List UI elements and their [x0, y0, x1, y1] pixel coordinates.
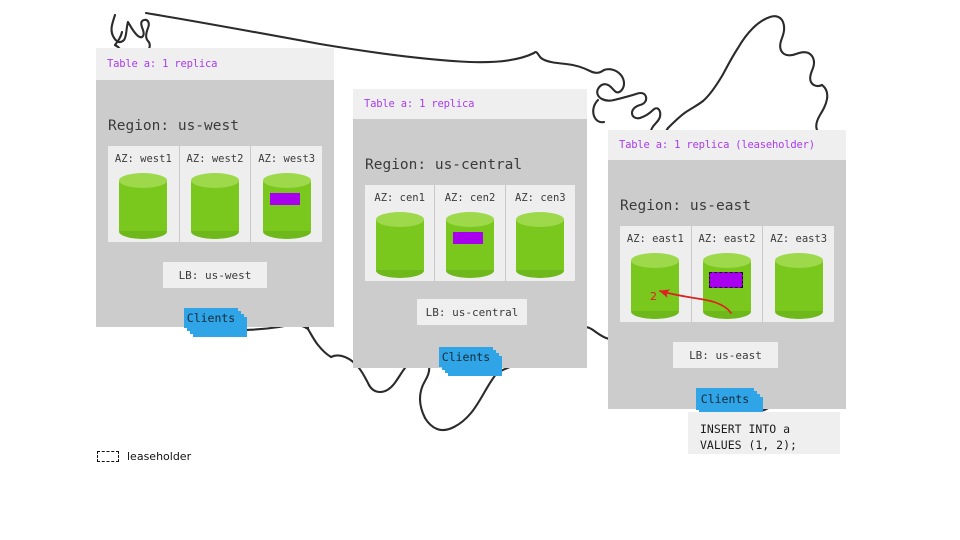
- az-label: AZ: cen3: [515, 192, 566, 204]
- az-label: AZ: cen1: [374, 192, 425, 204]
- az-strip-us-west: AZ: west1 AZ: west2 AZ: [108, 146, 322, 242]
- node-cylinder-west1[interactable]: [119, 173, 168, 239]
- cylinder-top: [774, 253, 823, 268]
- az-label: AZ: east2: [698, 233, 756, 245]
- node-cylinder-east3[interactable]: [774, 253, 823, 319]
- region-title: Region: us-central: [365, 157, 523, 173]
- annotation-step-2-label: 2: [650, 290, 657, 303]
- cylinder-body: [774, 260, 823, 311]
- region-header-us-central: Table a: 1 replica: [353, 89, 587, 119]
- node-cylinder-cen1[interactable]: [375, 212, 424, 278]
- clients-stack-us-central[interactable]: Clients: [439, 347, 502, 376]
- node-cylinder-cen2[interactable]: [445, 212, 494, 278]
- region-panel-us-central: Table a: 1 replica Region: us-central AZ…: [353, 89, 587, 376]
- region-header-us-west: Table a: 1 replica: [96, 48, 334, 80]
- region-header-label: Table a: 1 replica: [364, 98, 475, 110]
- cylinder-top: [262, 173, 311, 188]
- az-label: AZ: west2: [186, 153, 244, 165]
- az-cell-cen2[interactable]: AZ: cen2: [434, 185, 504, 281]
- clients-button[interactable]: Clients: [184, 308, 238, 328]
- clients-stack-us-west[interactable]: Clients: [184, 308, 247, 337]
- az-label: AZ: west1: [114, 153, 172, 165]
- az-cell-east1[interactable]: AZ: east1: [620, 226, 691, 322]
- az-cell-west2[interactable]: AZ: west2: [178, 146, 251, 242]
- cylinder-top: [445, 212, 494, 227]
- region-body-us-east: Region: us-east AZ: east1 AZ: east2: [608, 160, 846, 419]
- cylinder-body: [445, 219, 494, 270]
- region-header-label: Table a: 1 replica (leaseholder): [619, 139, 815, 151]
- region-header-us-east: Table a: 1 replica (leaseholder): [608, 130, 846, 160]
- load-balancer-us-west[interactable]: LB: us-west: [163, 262, 267, 288]
- node-cylinder-cen3[interactable]: [516, 212, 565, 278]
- cylinder-top: [703, 253, 751, 268]
- cylinder-top: [631, 253, 680, 268]
- cylinder-body: [191, 180, 239, 231]
- node-cylinder-east2[interactable]: [703, 253, 751, 319]
- az-label: AZ: east1: [626, 233, 684, 245]
- cylinder-top: [191, 173, 239, 188]
- legend-label: leaseholder: [127, 450, 192, 463]
- az-cell-west1[interactable]: AZ: west1: [108, 146, 179, 242]
- region-title: Region: us-west: [108, 118, 239, 134]
- az-strip-us-east: AZ: east1 AZ: east2: [620, 226, 834, 322]
- cylinder-top: [516, 212, 565, 227]
- node-cylinder-west3[interactable]: [262, 173, 311, 239]
- az-strip-us-central: AZ: cen1 AZ: cen2: [365, 185, 575, 281]
- az-label: AZ: east3: [770, 233, 828, 245]
- legend-leaseholder: leaseholder: [97, 450, 191, 463]
- replica-block-west3[interactable]: [269, 193, 300, 205]
- az-cell-cen3[interactable]: AZ: cen3: [504, 185, 575, 281]
- az-cell-cen1[interactable]: AZ: cen1: [365, 185, 434, 281]
- node-cylinder-east1[interactable]: [631, 253, 680, 319]
- clients-button[interactable]: Clients: [696, 388, 754, 410]
- cylinder-body: [262, 180, 311, 231]
- az-cell-east3[interactable]: AZ: east3: [762, 226, 834, 322]
- clients-button[interactable]: Clients: [439, 347, 493, 367]
- region-panel-us-west: Table a: 1 replica Region: us-west AZ: w…: [96, 48, 334, 337]
- region-panel-us-east: Table a: 1 replica (leaseholder) Region:…: [608, 130, 846, 419]
- cylinder-top: [119, 173, 168, 188]
- region-title: Region: us-east: [620, 198, 751, 214]
- cylinder-body: [375, 219, 424, 270]
- sql-statement-box: INSERT INTO a VALUES (1, 2);: [688, 412, 840, 454]
- region-body-us-west: Region: us-west AZ: west1 AZ: west2: [96, 80, 334, 337]
- load-balancer-us-east[interactable]: LB: us-east: [673, 342, 778, 368]
- az-label: AZ: west3: [258, 153, 316, 165]
- node-cylinder-west2[interactable]: [191, 173, 239, 239]
- load-balancer-us-central[interactable]: LB: us-central: [417, 299, 527, 325]
- az-cell-west3[interactable]: AZ: west3: [250, 146, 322, 242]
- replica-block-leaseholder-east2[interactable]: [709, 272, 743, 288]
- cylinder-body: [516, 219, 565, 270]
- az-label: AZ: cen2: [444, 192, 496, 204]
- leaseholder-swatch-icon: [97, 451, 119, 462]
- replica-block-cen2[interactable]: [452, 232, 483, 244]
- cylinder-body: [119, 180, 168, 231]
- region-body-us-central: Region: us-central AZ: cen1 AZ: cen2: [353, 119, 587, 376]
- region-header-label: Table a: 1 replica: [107, 58, 218, 70]
- az-cell-east2[interactable]: AZ: east2: [690, 226, 763, 322]
- cylinder-top: [375, 212, 424, 227]
